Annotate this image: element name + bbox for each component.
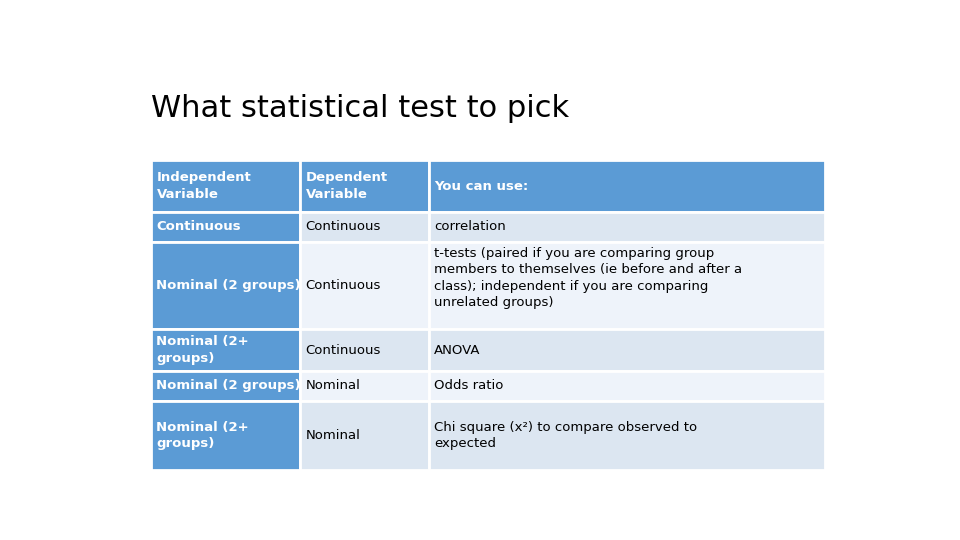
Bar bbox=[300, 329, 429, 371]
Text: Dependent
Variable: Dependent Variable bbox=[305, 172, 388, 201]
Text: ANOVA: ANOVA bbox=[434, 343, 481, 356]
Bar bbox=[429, 212, 825, 242]
Bar bbox=[300, 242, 429, 329]
Text: Nominal (2+
groups): Nominal (2+ groups) bbox=[156, 421, 249, 450]
Text: correlation: correlation bbox=[434, 220, 506, 233]
Bar bbox=[152, 242, 300, 329]
Text: Continuous: Continuous bbox=[305, 343, 381, 356]
Text: Independent
Variable: Independent Variable bbox=[156, 172, 252, 201]
Text: Nominal: Nominal bbox=[305, 429, 361, 442]
Bar bbox=[429, 371, 825, 401]
Bar bbox=[152, 401, 300, 470]
Text: Nominal: Nominal bbox=[305, 379, 361, 393]
Text: Continuous: Continuous bbox=[305, 220, 381, 233]
Text: Nominal (2 groups): Nominal (2 groups) bbox=[156, 379, 301, 393]
Bar bbox=[300, 401, 429, 470]
Bar bbox=[300, 371, 429, 401]
Bar bbox=[300, 160, 429, 212]
Bar bbox=[429, 160, 825, 212]
Bar bbox=[152, 160, 300, 212]
Bar bbox=[300, 212, 429, 242]
Text: Continuous: Continuous bbox=[305, 279, 381, 292]
Bar bbox=[152, 371, 300, 401]
Text: Nominal (2+
groups): Nominal (2+ groups) bbox=[156, 335, 249, 365]
Text: Nominal (2 groups): Nominal (2 groups) bbox=[156, 279, 301, 292]
Bar bbox=[429, 329, 825, 371]
Bar bbox=[429, 401, 825, 470]
Text: Continuous: Continuous bbox=[156, 220, 241, 233]
Text: t-tests (paired if you are comparing group
members to themselves (ie before and : t-tests (paired if you are comparing gro… bbox=[434, 247, 742, 309]
Bar bbox=[152, 212, 300, 242]
Text: You can use:: You can use: bbox=[434, 180, 528, 193]
Text: Chi square (x²) to compare observed to
expected: Chi square (x²) to compare observed to e… bbox=[434, 421, 697, 450]
Bar bbox=[429, 242, 825, 329]
Text: Odds ratio: Odds ratio bbox=[434, 379, 503, 393]
Bar bbox=[152, 329, 300, 371]
Text: What statistical test to pick: What statistical test to pick bbox=[152, 94, 569, 123]
